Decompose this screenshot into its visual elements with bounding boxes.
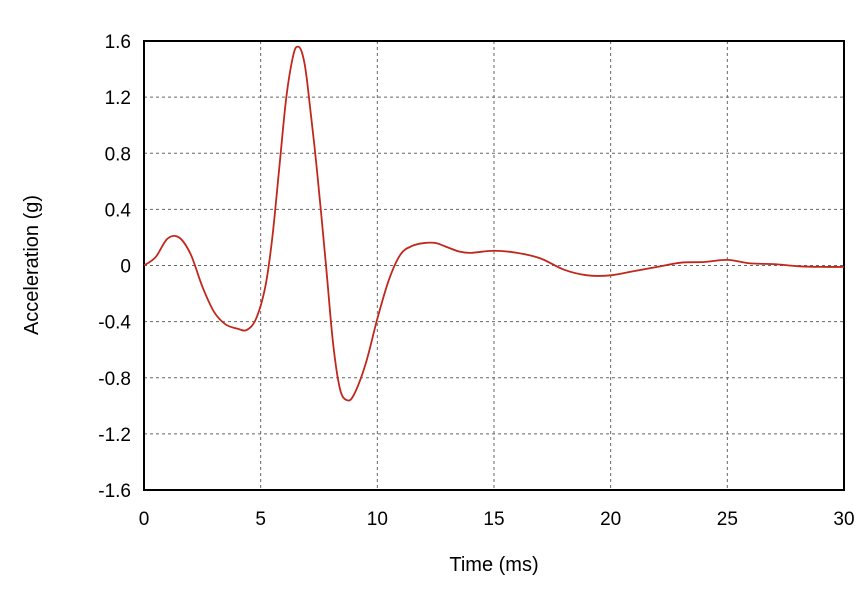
x-tick-label: 10	[367, 509, 388, 530]
y-tick-label: -0.8	[98, 369, 131, 390]
grid	[144, 41, 844, 490]
y-tick-label: 1.2	[105, 88, 131, 109]
x-tick-label: 5	[255, 509, 266, 530]
y-tick-label: -1.6	[98, 481, 131, 502]
y-tick-label: -1.2	[98, 425, 131, 446]
y-tick-label: -0.4	[98, 313, 131, 334]
y-axis-label: Acceleration (g)	[21, 195, 43, 335]
x-tick-label: 15	[483, 509, 504, 530]
y-tick-label: 0.8	[105, 144, 131, 165]
x-tick-label: 30	[833, 509, 854, 530]
x-tick-label: 25	[717, 509, 738, 530]
y-tick-labels: 1.6 1.2 0.8 0.4 0 -0.4 -0.8 -1.2 -1.6	[98, 32, 131, 502]
y-tick-label: 1.6	[105, 32, 131, 53]
y-tick-label: 0.4	[105, 200, 132, 221]
x-tick-labels: 0 5 10 15 20 25 30	[139, 509, 855, 530]
x-tick-label: 20	[600, 509, 621, 530]
x-axis-label: Time (ms)	[449, 554, 538, 576]
x-tick-label: 0	[139, 509, 150, 530]
y-tick-label: 0	[120, 257, 131, 278]
series-line	[143, 45, 845, 402]
